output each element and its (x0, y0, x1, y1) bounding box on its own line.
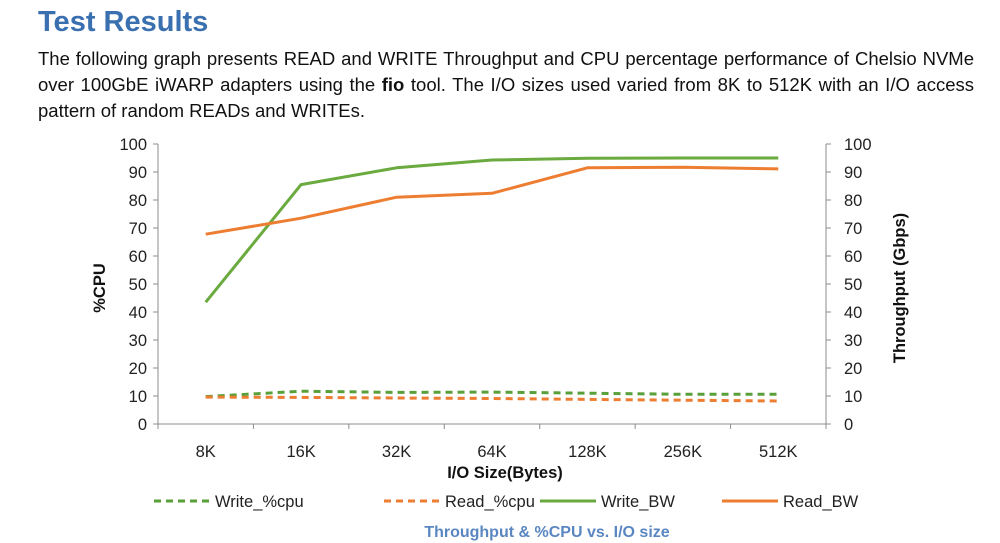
x-tick-label: 512K (759, 443, 798, 461)
right-tick-label: 20 (844, 360, 862, 378)
x-tick-label: 8K (196, 443, 216, 461)
right-axis-title: Throughput (Gbps) (891, 213, 909, 363)
right-tick-label: 100 (844, 136, 872, 154)
right-tick-label: 60 (844, 248, 862, 266)
left-tick-label: 40 (129, 304, 147, 322)
intro-text-start: The following graph presents READ and WR… (38, 48, 974, 95)
series-lines (204, 156, 779, 403)
left-tick-label: 100 (119, 136, 147, 154)
legend-label: Write_BW (601, 493, 675, 511)
right-tick-label: 50 (844, 276, 862, 294)
right-tick-label: 80 (844, 192, 862, 210)
series-line-read-bw (205, 165, 779, 236)
series-line-write-bw (204, 156, 779, 304)
left-tick-label: 30 (129, 332, 147, 350)
chart-caption: Throughput & %CPU vs. I/O size (424, 524, 669, 541)
left-tick-label: 0 (138, 416, 147, 434)
right-tick-label: 90 (844, 164, 862, 182)
right-tick-label: 0 (844, 416, 853, 434)
left-tick-label: 10 (129, 388, 147, 406)
page-heading: Test Results (38, 6, 209, 38)
right-axis-ticks: 0 10 20 30 40 50 60 70 80 90 100 (826, 136, 872, 434)
chart-axes (157, 144, 827, 425)
intro-text-end: tool. The I/O sizes used varied from 8K … (38, 74, 974, 121)
intro-tool-name: fio (381, 74, 405, 95)
left-axis-ticks: 0 10 20 30 40 50 60 70 80 90 100 (119, 136, 158, 434)
right-tick-label: 30 (844, 332, 862, 350)
legend-label: Read_BW (783, 493, 859, 511)
right-tick-label: 40 (844, 304, 862, 322)
right-tick-label: 70 (844, 220, 862, 238)
left-axis-title: %CPU (91, 263, 109, 313)
x-axis-ticks: 8K 16K 32K 64K 128K 256K 512K (157, 424, 827, 461)
x-axis-title: I/O Size(Bytes) (447, 464, 563, 482)
legend-label: Write_%cpu (215, 493, 304, 511)
chart-legend: Write_%cpu Read_%cpu Write_BW Read_BW (154, 493, 859, 511)
legend-label: Read_%cpu (445, 493, 535, 511)
left-tick-label: 80 (129, 192, 147, 210)
right-tick-label: 10 (844, 388, 862, 406)
x-tick-label: 128K (568, 443, 607, 461)
x-tick-label: 32K (382, 443, 411, 461)
left-tick-label: 70 (129, 220, 147, 238)
left-tick-label: 50 (129, 276, 147, 294)
left-tick-label: 90 (129, 164, 147, 182)
left-tick-label: 60 (129, 248, 147, 266)
left-tick-label: 20 (129, 360, 147, 378)
x-tick-label: 16K (286, 443, 315, 461)
x-tick-label: 256K (664, 443, 703, 461)
series-line-write-cpu (205, 389, 779, 399)
series-line-read-cpu (205, 395, 779, 403)
intro-paragraph: The following graph presents READ and WR… (38, 46, 974, 124)
x-tick-label: 64K (477, 443, 506, 461)
